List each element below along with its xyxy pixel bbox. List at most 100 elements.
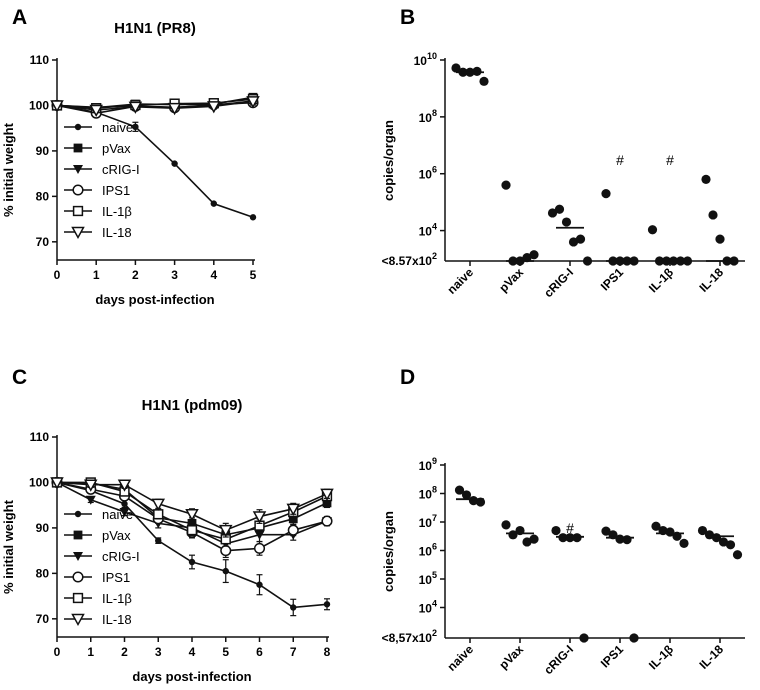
tick-base: 10: [419, 168, 433, 182]
data-point: [132, 123, 139, 131]
legend-marker: [73, 165, 83, 174]
data-point: [253, 542, 266, 554]
data-point: [697, 525, 708, 536]
legend-marker: [73, 530, 83, 540]
legend-label: IL-18: [102, 612, 132, 627]
tick-base: 10: [419, 545, 433, 559]
y-tick-label: 110: [30, 53, 50, 67]
data-point: [222, 567, 229, 575]
legend-marker: [72, 592, 84, 604]
x-tick-label: 5: [222, 645, 229, 659]
y-tick-label: 105: [419, 570, 437, 587]
category-label: IL-1β: [646, 265, 676, 295]
data-point: [601, 189, 611, 199]
category-label: IPS1: [598, 642, 627, 671]
tick-base: 10: [414, 54, 428, 68]
data-point: [151, 498, 166, 511]
data-point: [83, 479, 98, 492]
y-tick-label: 70: [36, 612, 50, 626]
tick-base: 10: [419, 488, 433, 502]
tick-exponent: 10: [427, 51, 437, 61]
data-point: [647, 225, 658, 235]
y-tick-label: 110: [30, 430, 50, 444]
series-naive: [53, 479, 331, 617]
data-point: [568, 237, 579, 247]
data-point: [252, 511, 267, 524]
y-axis-label: % initial weight: [1, 122, 16, 217]
data-point: [128, 101, 143, 114]
category-label: naive: [445, 642, 477, 674]
legend-label: IPS1: [102, 183, 130, 198]
x-tick-label: 2: [121, 645, 128, 659]
tick-base: 10: [419, 111, 433, 125]
data-point: [461, 490, 472, 500]
legend-label: cRIG-I: [102, 549, 140, 564]
y-tick-label: 80: [36, 566, 50, 580]
legend-marker: [72, 571, 84, 583]
x-tick-label: 1: [93, 268, 100, 282]
x-tick-label: 5: [250, 268, 257, 282]
x-axis-label: days post-infection: [95, 292, 214, 307]
tick-exponent: 4: [432, 222, 437, 232]
legend-label: pVax: [102, 528, 131, 543]
x-tick-label: 3: [171, 268, 178, 282]
x-tick-label: 6: [256, 645, 263, 659]
category-label: cRIG-I: [541, 265, 576, 300]
line-chart-a: H1N1 (PR8) 70 80 90 100 110 0 1 2 3 4 5 days post-in…: [1, 20, 260, 307]
y-tick-label: 100: [29, 98, 49, 112]
data-point: [320, 488, 334, 501]
data-point: [153, 509, 164, 520]
data-point: [582, 256, 593, 266]
legend-marker: [71, 226, 85, 240]
data-point: [167, 102, 182, 116]
category-label: IL-18: [696, 642, 726, 672]
series-IL-18: [50, 477, 334, 538]
data-point: [551, 525, 561, 536]
legend-label: pVax: [102, 141, 131, 156]
data-point: [155, 537, 162, 544]
category-label: IPS1: [598, 265, 627, 294]
legend-marker: [72, 205, 84, 217]
data-point: [522, 252, 532, 263]
tick-base: 10: [419, 459, 433, 473]
data-point: [629, 633, 639, 643]
tick-exponent: 4: [432, 599, 437, 609]
x-tick-label: 4: [189, 645, 196, 659]
x-tick-label: 2: [132, 268, 139, 282]
data-point: [256, 581, 263, 588]
legend-label: IL-18: [102, 225, 132, 240]
panel-letter-a: A: [12, 6, 27, 29]
floor-exponent: 2: [432, 251, 437, 261]
data-point: [290, 604, 297, 611]
tick-exponent: 6: [432, 542, 437, 552]
legend-marker: [73, 552, 83, 561]
y-tick-label: 104: [419, 599, 437, 616]
data-point: [119, 508, 130, 517]
data-point: [207, 101, 221, 114]
panel-letter-c: C: [12, 366, 27, 389]
category-label: cRIG-I: [541, 642, 576, 677]
legend-label: IL-1β: [102, 204, 132, 219]
legend-label: IL-1β: [102, 591, 132, 606]
floor-tick-label: <8.57x102: [382, 251, 437, 268]
tick-base: 10: [419, 225, 433, 239]
significance-mark: #: [566, 520, 574, 536]
legend-marker: [71, 613, 85, 627]
tick-exponent: 8: [432, 108, 437, 118]
floor-tick-label: <8,57x102: [382, 628, 437, 645]
data-point: [246, 96, 260, 109]
data-point: [210, 200, 217, 207]
y-tick-label: 104: [419, 222, 437, 239]
series-line: [56, 100, 254, 111]
category-label: pVax: [496, 642, 526, 672]
tick-exponent: 6: [432, 165, 437, 175]
category-label: IL-1β: [646, 642, 676, 672]
legend-marker: [74, 123, 82, 131]
legend: naive pVax cRIG-I IPS1 IL-1β IL-18: [64, 507, 140, 627]
chart-title: H1N1 (PR8): [114, 20, 196, 37]
data-point: [286, 503, 301, 516]
x-axis-label: days post-infection: [132, 669, 251, 684]
data-point: [322, 498, 332, 508]
line-chart-c: H1N1 (pdm09) 70 80 90 100 110 0 1 2 3 4 5 6 7 8 days po…: [1, 397, 334, 684]
